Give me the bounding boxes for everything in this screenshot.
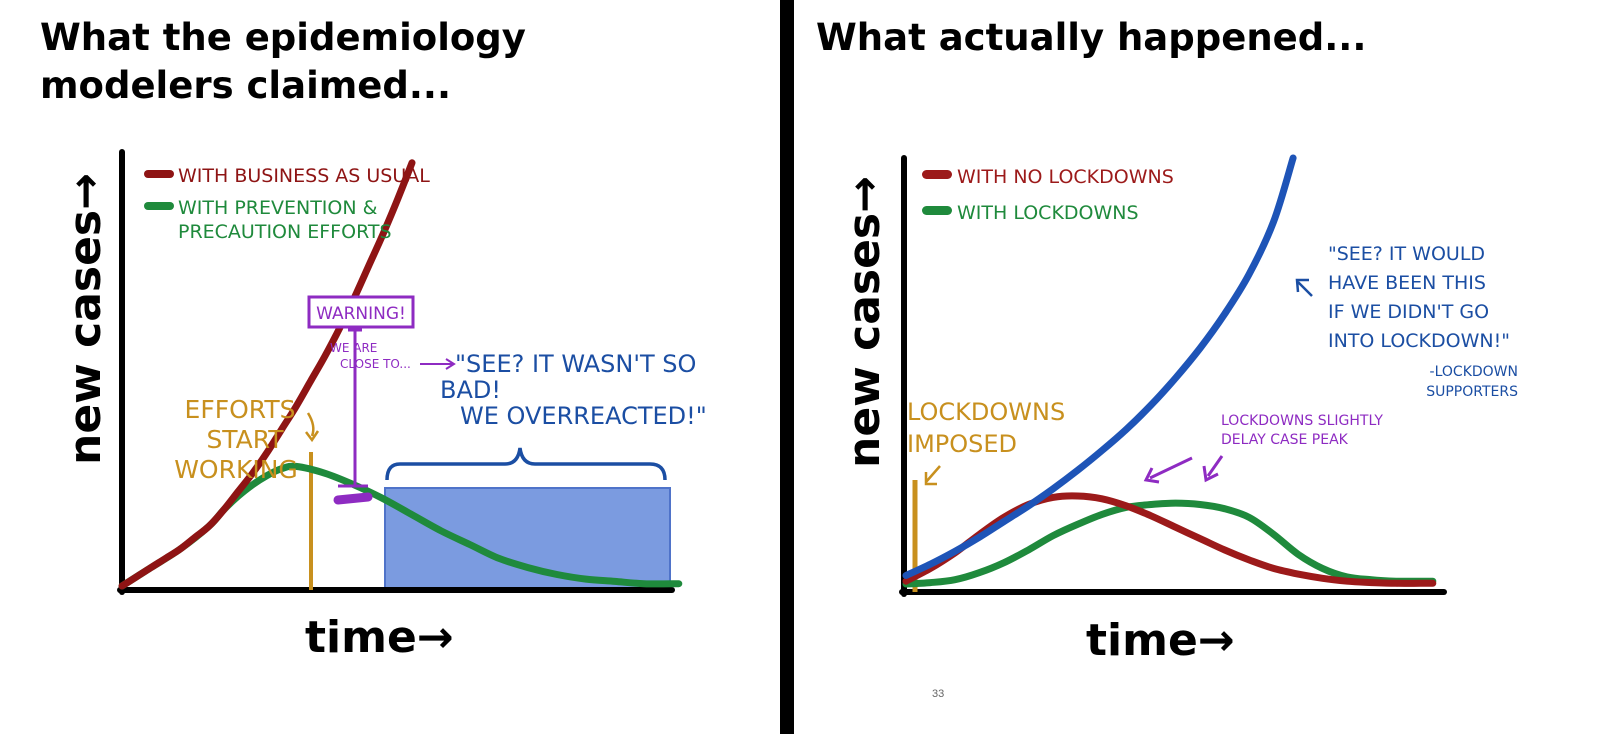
quote-line-1: "SEE? IT WASN'T SO [455,350,696,378]
quote-line-1: "SEE? IT WOULD [1328,243,1485,265]
delay-line-2: DELAY CASE PEAK [1221,432,1349,448]
quote-line-2: BAD! [440,376,501,404]
left-chart: WARNING! WE ARE CLOSE TO... EFFORTS STAR… [60,149,707,663]
left-heading: What the epidemiology modelers claimed..… [40,14,526,110]
close-to-line-1: WE ARE [330,341,377,355]
delay-line-1: LOCKDOWNS SLIGHTLY [1221,413,1383,429]
legend-label-prevention-line-2: PRECAUTION EFFORTS [178,221,392,243]
warning-box [307,295,415,329]
left-panel: What the epidemiology modelers claimed..… [0,0,780,734]
quote-line-2: HAVE BEEN THIS [1328,272,1486,294]
warning-segment [333,492,373,505]
quote-line-3: IF WE DIDN'T GO [1328,301,1489,323]
right-heading-line-1: What actually happened... [816,16,1367,59]
left-series-line-1 [118,159,416,590]
quote-line-3: WE OVERREACTED!" [460,402,707,430]
warning-label: WARNING! [316,304,406,324]
delay-arrow-1 [1143,456,1193,484]
panel-divider [780,0,794,734]
legend-label-business: WITH BUSINESS AS USUAL [178,165,430,187]
legend-swatch-business [144,170,174,178]
quote-arrow [1295,278,1313,297]
left-heading-line-2: modelers claimed... [40,64,452,107]
legend-label-prevention-line-1: WITH PREVENTION & [178,197,378,219]
overreaction-shaded-region [384,487,671,589]
page-number: 33 [932,688,945,700]
legend-label-prevention: WITH PREVENTION & PRECAUTION EFFORTS [178,197,392,243]
imposed-line-2: IMPOSED [907,430,1017,458]
legend-label-lockdowns: WITH LOCKDOWNS [957,202,1139,224]
left-heading-line-1: What the epidemiology [40,16,526,59]
legend-swatch-prevention [144,202,174,210]
quote-line-4: INTO LOCKDOWN!" [1328,330,1510,352]
quote-brace [385,447,667,481]
delay-arrow-2 [1202,455,1224,483]
close-to-arrowhead [445,358,456,370]
attribution-line-2: SUPPORTERS [1426,384,1518,400]
right-chart: WITH NO LOCKDOWNS WITH LOCKDOWNS LOCKDOW… [839,154,1518,666]
right-xlabel: time→ [1086,615,1235,666]
imposed-arrow [924,465,941,486]
legend-swatch-no-lockdowns [922,170,952,179]
imposed-line-1: LOCKDOWNS [907,398,1065,426]
left-xlabel: time→ [305,612,454,663]
right-panel: What actually happened... WITH NO LOCKDO… [794,0,1600,734]
right-series-line-0 [902,499,1437,588]
efforts-line-1: EFFORTS [185,395,296,424]
right-series-line-1 [902,492,1437,587]
legend-swatch-lockdowns [922,206,952,215]
right-series-line-2 [902,154,1297,579]
right-heading: What actually happened... [816,14,1366,62]
legend-label-no-lockdowns: WITH NO LOCKDOWNS [957,166,1174,188]
efforts-arrow [305,412,320,443]
close-to-line-2: CLOSE TO... [340,357,411,371]
efforts-line-3: WORKING [174,455,298,484]
efforts-line-2: START [206,425,284,454]
attribution-line-1: -LOCKDOWN [1430,364,1518,380]
right-ylabel: new cases→ [839,176,890,468]
left-ylabel: new cases→ [60,173,111,465]
